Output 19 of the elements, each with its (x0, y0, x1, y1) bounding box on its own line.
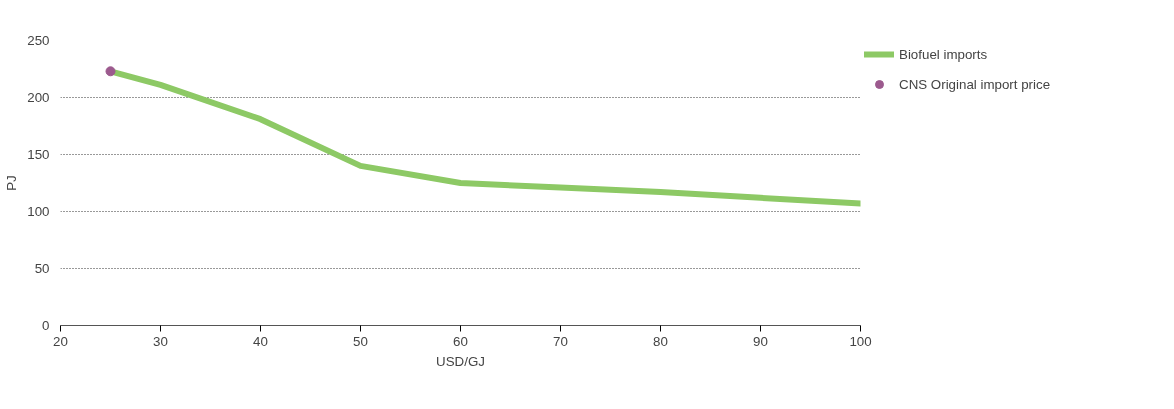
legend-label: Biofuel imports (899, 46, 988, 62)
x-tick-label: 60 (453, 333, 468, 349)
y-tick-label: 150 (27, 147, 50, 162)
x-tick-label: 100 (849, 333, 872, 349)
x-tick-label: 30 (153, 333, 168, 349)
x-tick-label: 50 (353, 333, 368, 349)
y-tick-label: 200 (27, 90, 50, 105)
y-axis-title: PJ (4, 175, 20, 191)
x-tick-label: 80 (653, 333, 668, 349)
x-tick-label: 20 (53, 333, 68, 349)
legend-label: CNS Original import price (899, 76, 1051, 92)
x-tick-label: 70 (553, 333, 568, 349)
y-tick-label: 0 (42, 318, 50, 333)
y-tick-label: 100 (27, 204, 50, 219)
x-tick-label: 90 (753, 333, 768, 349)
y-tick-label: 250 (27, 33, 50, 48)
x-axis-title: USD/GJ (436, 353, 485, 369)
y-tick-label: 50 (34, 261, 50, 276)
x-tick-label: 40 (253, 333, 268, 349)
